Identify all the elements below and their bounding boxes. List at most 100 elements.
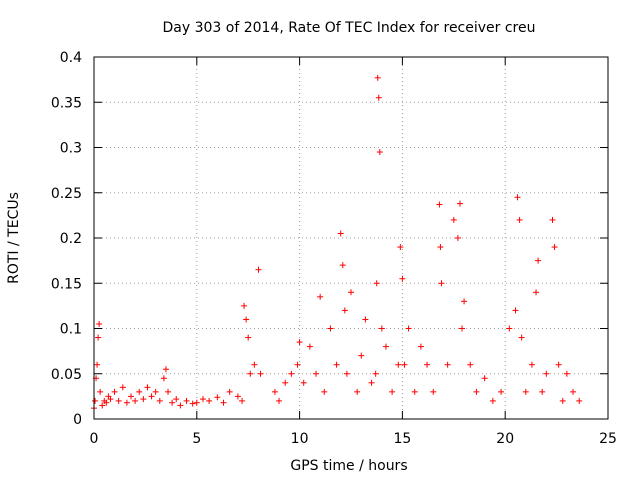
- y-tick-label: 0.05: [51, 367, 82, 383]
- data-point: [368, 379, 375, 386]
- data-point: [177, 402, 184, 409]
- data-point: [397, 244, 404, 251]
- data-point: [389, 388, 396, 395]
- data-point: [220, 399, 227, 406]
- data-point: [296, 339, 303, 346]
- data-point: [516, 216, 523, 223]
- data-point: [128, 393, 135, 400]
- data-point: [395, 361, 402, 368]
- data-point: [378, 325, 385, 332]
- data-point: [436, 201, 443, 208]
- data-point: [522, 388, 529, 395]
- y-tick-label: 0.15: [51, 276, 82, 292]
- data-point: [539, 388, 546, 395]
- data-point: [337, 230, 344, 237]
- data-point: [374, 74, 381, 81]
- data-point: [156, 397, 163, 404]
- data-point: [193, 399, 200, 406]
- y-tick-label: 0.35: [51, 95, 82, 111]
- data-point: [563, 370, 570, 377]
- data-point: [375, 94, 382, 101]
- data-point: [115, 397, 122, 404]
- data-point: [160, 375, 167, 382]
- x-tick-label: 10: [291, 431, 309, 447]
- data-point: [343, 370, 350, 377]
- x-tick-label: 0: [90, 431, 99, 447]
- y-tick-label: 0: [73, 412, 82, 428]
- y-tick-label: 0.1: [60, 322, 82, 338]
- data-point: [339, 262, 346, 269]
- data-point: [251, 361, 258, 368]
- data-point: [206, 397, 213, 404]
- data-point: [119, 384, 126, 391]
- data-point: [123, 399, 130, 406]
- data-point: [489, 397, 496, 404]
- data-point: [549, 216, 556, 223]
- data-point: [321, 388, 328, 395]
- data-point: [514, 194, 521, 201]
- data-point: [498, 388, 505, 395]
- data-point: [214, 394, 221, 401]
- data-point: [467, 361, 474, 368]
- data-point: [317, 293, 324, 300]
- data-point: [341, 307, 348, 314]
- data-point: [189, 400, 196, 407]
- y-tick-label: 0.3: [60, 141, 82, 157]
- data-point: [313, 370, 320, 377]
- data-point: [136, 388, 143, 395]
- data-point: [92, 397, 99, 404]
- data-point: [169, 399, 176, 406]
- data-point: [241, 302, 248, 309]
- data-point: [95, 334, 102, 341]
- grid: [94, 57, 608, 419]
- data-point: [140, 396, 147, 403]
- data-point: [144, 384, 151, 391]
- data-point: [294, 361, 301, 368]
- data-point: [97, 388, 104, 395]
- data-point: [401, 361, 408, 368]
- data-point: [551, 244, 558, 251]
- axis-ticks: [93, 56, 609, 420]
- data-point: [99, 402, 106, 409]
- data-point: [348, 289, 354, 296]
- data-point: [94, 361, 101, 368]
- data-point: [576, 397, 583, 404]
- data-point: [239, 397, 246, 404]
- data-point: [327, 325, 334, 332]
- x-tick-labels: 0 5 10 15 20 25: [90, 431, 617, 447]
- data-point: [300, 379, 307, 386]
- data-points: [91, 74, 583, 412]
- data-point: [148, 393, 155, 400]
- data-point: [165, 388, 172, 395]
- data-point: [362, 316, 369, 323]
- data-point: [103, 399, 110, 406]
- data-point: [376, 149, 383, 156]
- data-point: [437, 244, 444, 251]
- data-point: [543, 370, 550, 377]
- data-point: [399, 275, 406, 282]
- x-tick-label: 25: [599, 431, 617, 447]
- data-point: [257, 370, 264, 377]
- data-point: [518, 334, 525, 341]
- data-point: [528, 361, 535, 368]
- data-point: [456, 200, 463, 207]
- data-point: [282, 379, 289, 386]
- data-point: [245, 334, 252, 341]
- data-point: [162, 366, 169, 373]
- data-point: [382, 343, 389, 350]
- data-point: [96, 320, 103, 327]
- data-point: [226, 388, 233, 395]
- chart-title: Day 303 of 2014, Rate Of TEC Index for r…: [162, 20, 535, 36]
- x-tick-label: 20: [496, 431, 514, 447]
- data-point: [354, 388, 361, 395]
- x-tick-label: 15: [393, 431, 411, 447]
- data-point: [481, 375, 488, 382]
- data-point: [450, 216, 457, 223]
- data-point: [555, 361, 562, 368]
- data-point: [533, 289, 540, 296]
- data-point: [199, 396, 206, 403]
- data-point: [411, 388, 418, 395]
- data-point: [358, 352, 365, 359]
- data-point: [234, 393, 241, 400]
